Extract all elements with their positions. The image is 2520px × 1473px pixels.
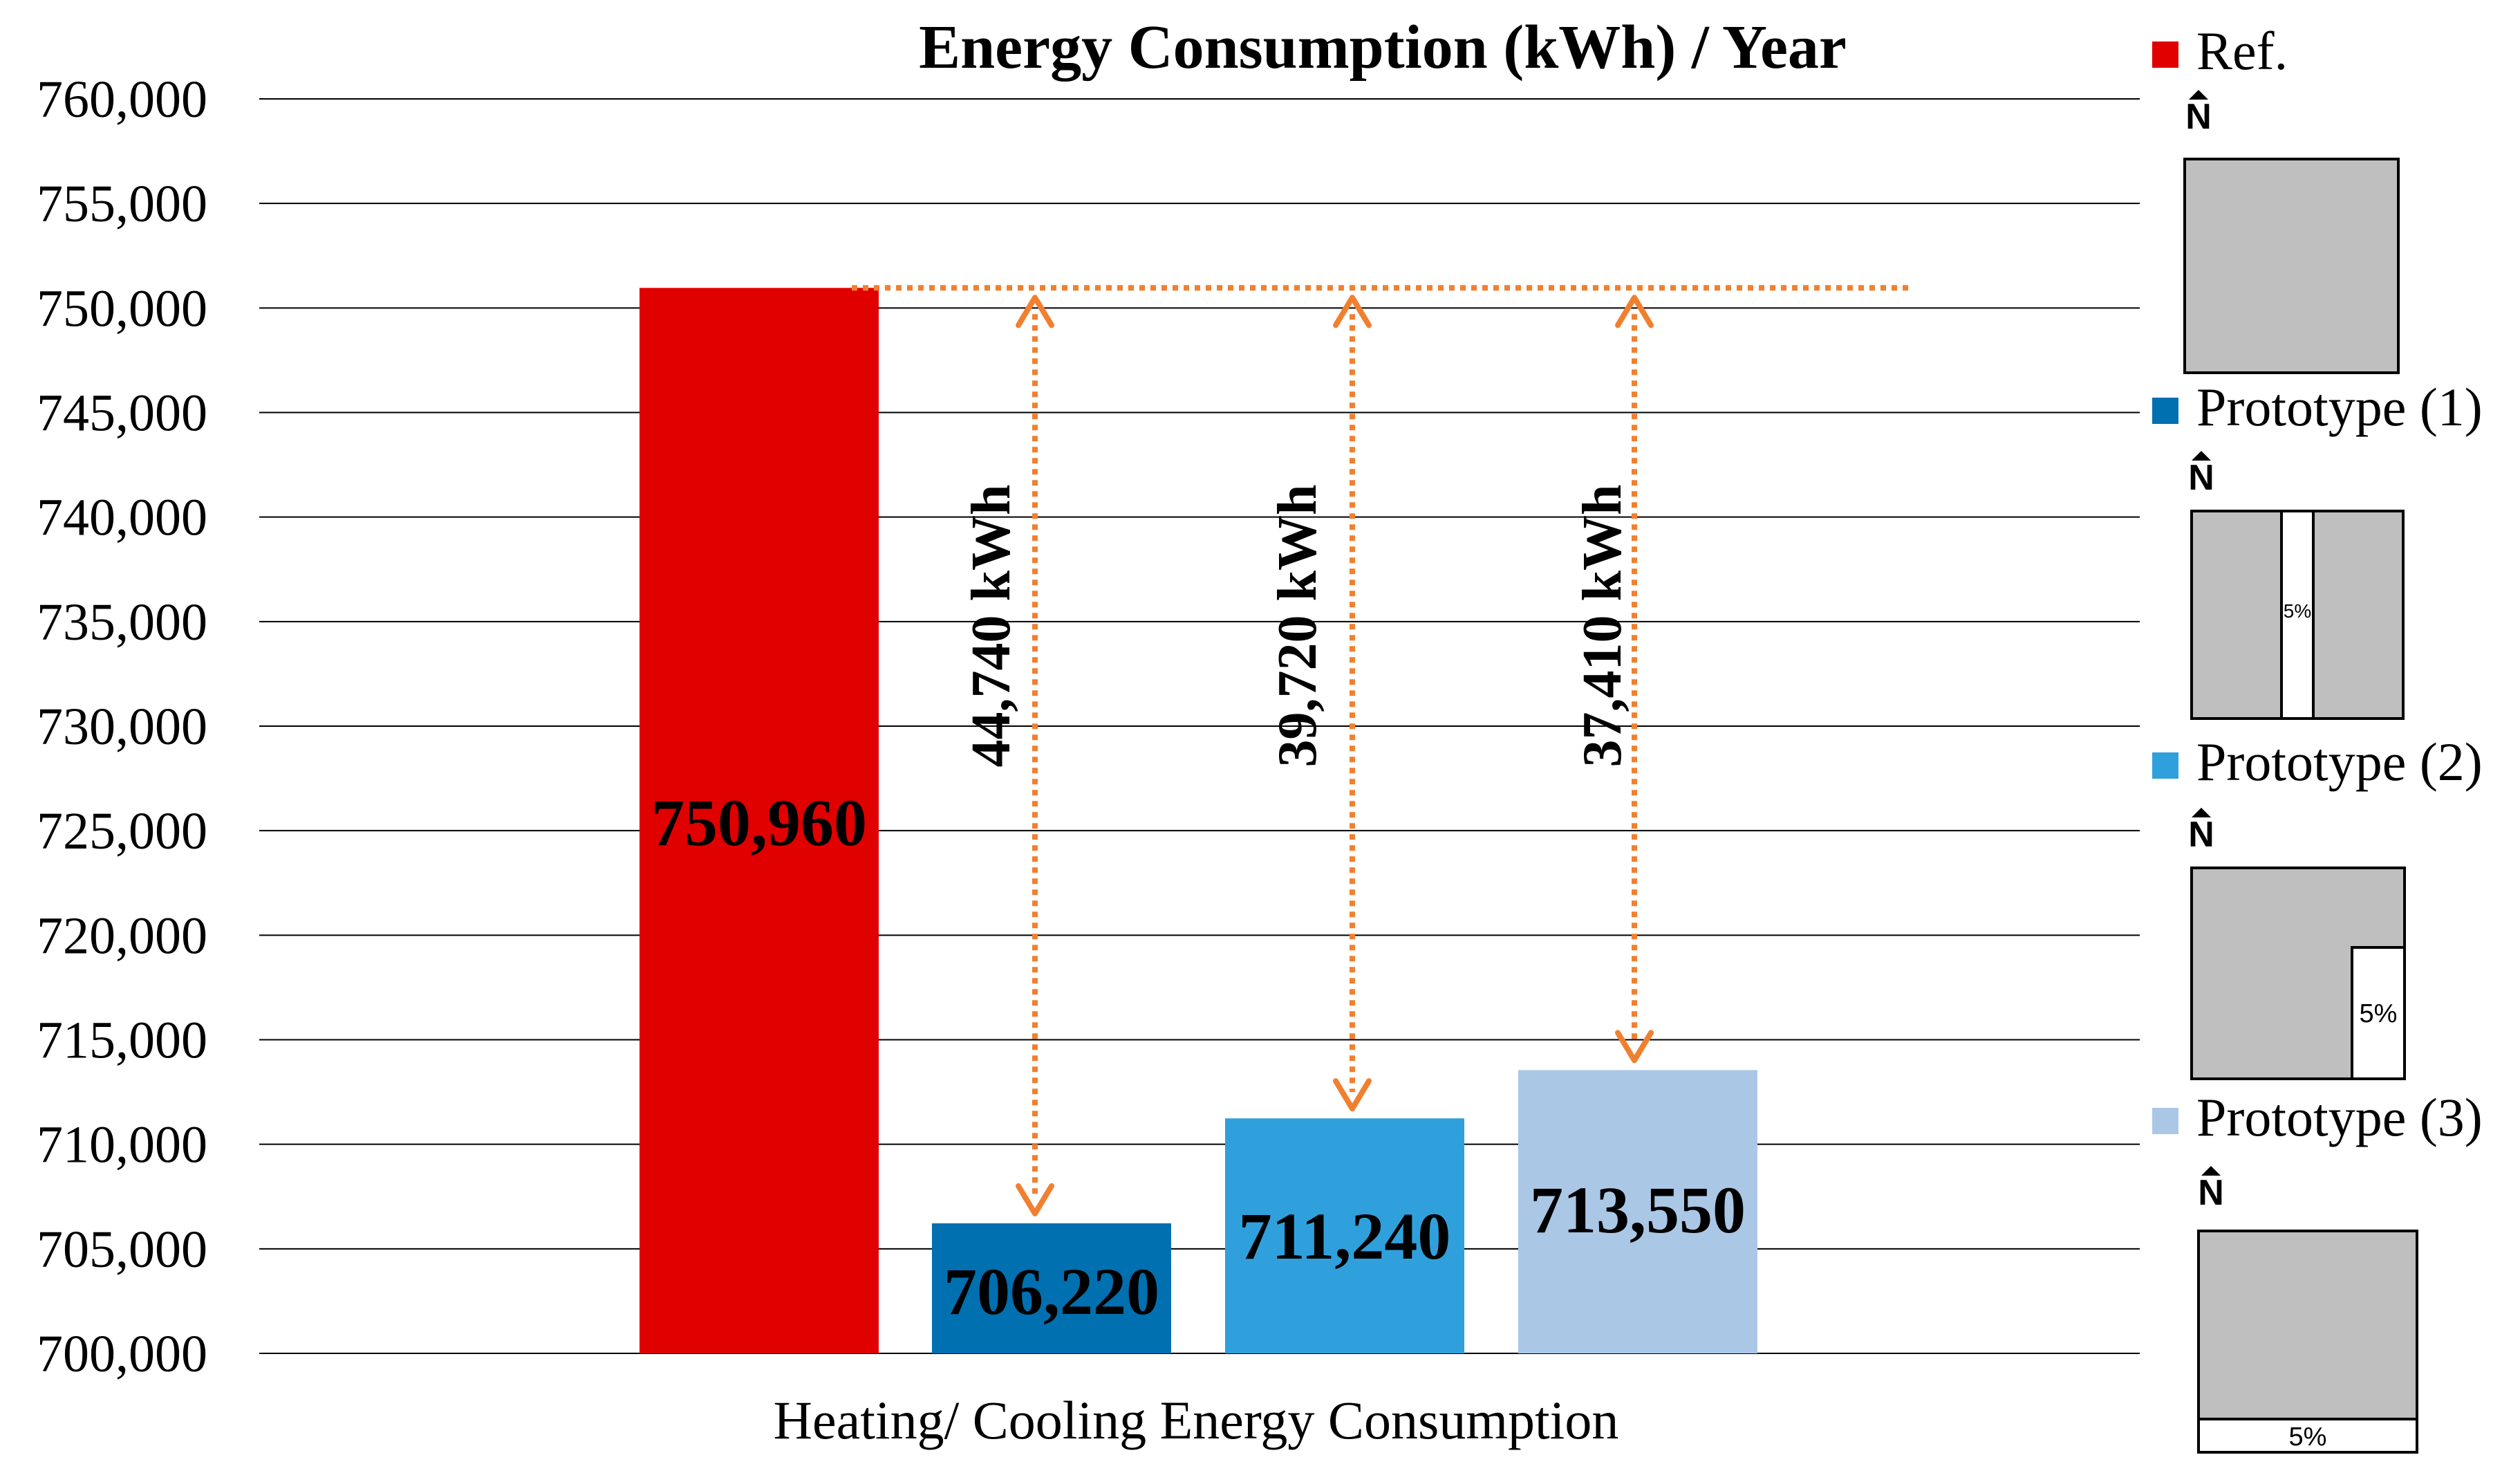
opening-percent-label: 5% [2360,999,2398,1028]
opening-area [2197,1418,2418,1454]
chart-title: Energy Consumption (kWh) / Year [919,13,1847,82]
difference-annotation: 37,410 kWh [1572,485,1633,768]
arrow-head-down [1615,1030,1654,1064]
opening-percent-label: 5% [2289,1423,2327,1452]
y-tick-label: 740,000 [37,489,207,547]
north-arrow-icon [2192,451,2211,461]
bar-value-label: 750,960 [651,786,867,860]
bar-value-label: 706,220 [944,1254,1159,1328]
legend-swatch [2152,1108,2178,1134]
y-tick-label: 745,000 [37,385,207,443]
north-arrow-icon [2189,90,2208,100]
bar-value-labels: 750,960 706,220 711,240 713,550 [651,786,1746,1328]
y-tick-label: 715,000 [37,1012,207,1070]
opening-percent-label: 5% [2284,600,2311,622]
north-label: N [2185,97,2212,137]
plan-diagram-ref [2183,158,2400,374]
opening-area [2351,946,2406,1080]
legend: Ref. Prototype (1) Prototype (2) Prototype … [2152,21,2483,1454]
x-axis-label: Heating/ Cooling Energy Consumption [774,1390,1619,1450]
arrow-head-up [1333,295,1372,328]
y-tick-label: 705,000 [37,1221,207,1279]
legend-label: Prototype (2) [2196,732,2483,792]
difference-arrows: 44,740 kWh 39,720 kWh 37,410 kWh [961,295,1654,1216]
y-tick-label: 760,000 [37,71,207,129]
legend-label: Prototype (1) [2196,377,2483,437]
grid [259,98,2140,1354]
arrow-head-up [1615,295,1654,328]
legend-swatch [2152,398,2178,424]
difference-annotation: 39,720 kWh [1267,485,1328,768]
y-tick-label: 755,000 [37,175,207,233]
y-tick-label: 735,000 [37,593,207,651]
north-label: N [2188,815,2214,855]
arrow-head-up [1016,295,1054,328]
bar-prototype-3 [1518,1070,1757,1353]
bar-value-label: 711,240 [1239,1199,1451,1273]
north-label: N [2188,458,2214,498]
legend-label: Ref. [2196,21,2288,81]
legend-swatch [2152,752,2178,779]
opening-area [2280,510,2315,720]
difference-annotation: 44,740 kWh [961,485,1022,768]
y-tick-label: 700,000 [37,1325,207,1383]
bar-value-label: 713,550 [1530,1173,1746,1247]
bar-prototype-1 [932,1223,1171,1353]
north-label: N [2198,1173,2224,1213]
legend-swatch [2152,41,2178,68]
arrow-head-down [1333,1078,1372,1112]
plan-diagram-prototype-3 [2197,1230,2418,1454]
y-tick-label: 710,000 [37,1116,207,1174]
north-arrow-icon [2201,1166,2221,1176]
legend-label: Prototype (3) [2196,1087,2483,1147]
y-tick-label: 725,000 [37,802,207,860]
y-tick-label: 730,000 [37,698,207,756]
bar-ref [640,288,879,1353]
bar-prototype-2 [1225,1118,1464,1353]
north-arrow-icon [2192,808,2211,817]
bars [640,288,1757,1353]
y-tick-label: 720,000 [37,907,207,965]
arrow-head-down [1016,1183,1054,1216]
y-axis: 700,000 705,000 710,000 715,000 720,000 725,0… [37,71,207,1383]
y-tick-label: 750,000 [37,279,207,337]
